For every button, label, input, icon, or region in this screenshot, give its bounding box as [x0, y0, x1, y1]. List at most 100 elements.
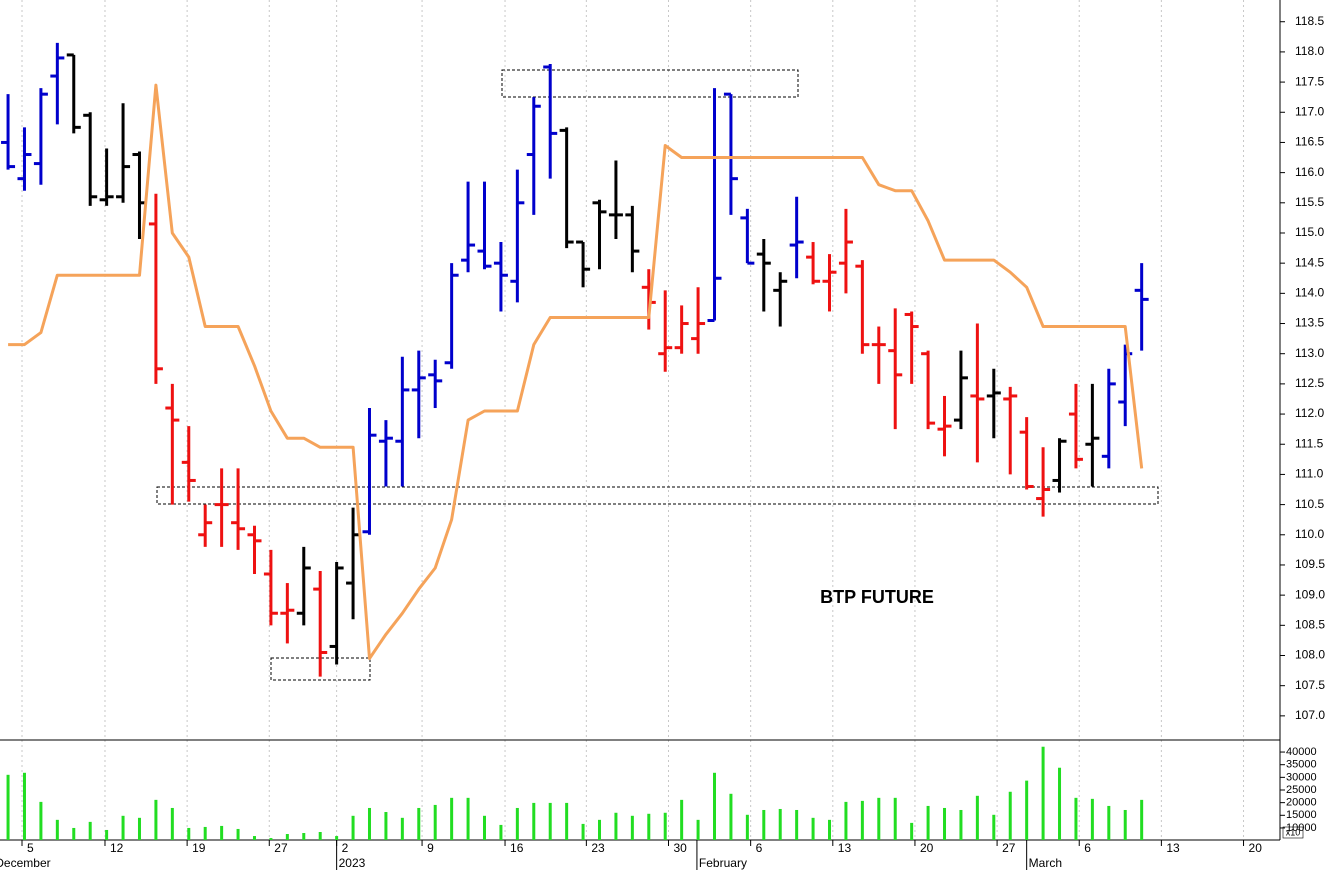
volume-tick-label: 30000 [1286, 771, 1317, 783]
x-tick-label: 2 [342, 841, 349, 855]
volume-bar [680, 799, 684, 840]
y-tick-label: 112.0 [1295, 406, 1324, 420]
y-tick-label: 115.5 [1295, 195, 1324, 209]
volume-bar [499, 824, 503, 840]
volume-tick-label: 20000 [1286, 797, 1317, 809]
volume-bar [762, 809, 766, 840]
y-tick-label: 116.5 [1295, 135, 1324, 149]
volume-bar [400, 817, 404, 840]
volume-bar [367, 807, 371, 840]
volume-bar [926, 805, 930, 840]
volume-bar [515, 807, 519, 840]
volume-bar [72, 827, 76, 840]
y-tick-label: 116.0 [1295, 165, 1324, 179]
volume-bar [729, 793, 733, 840]
volume-bar [1041, 746, 1045, 840]
y-tick-label: 109.0 [1295, 587, 1325, 601]
volume-bar [252, 836, 256, 840]
volume-bar [269, 838, 273, 840]
volume-bar [105, 829, 109, 840]
volume-bar [417, 807, 421, 840]
volume-tick-label: 10000 [1286, 822, 1317, 834]
y-tick-label: 118.5 [1295, 14, 1324, 28]
volume-bar [1008, 791, 1012, 840]
x-tick-label: 16 [510, 841, 524, 855]
volume-bar [959, 809, 963, 840]
volume-bar [55, 819, 59, 840]
volume-bar [630, 815, 634, 840]
x-tick-label: 5 [27, 841, 34, 855]
volume-bar [450, 797, 454, 840]
volume-bar [910, 822, 914, 840]
volume-bar [302, 833, 306, 840]
volume-bar [844, 801, 848, 840]
y-tick-label: 110.5 [1295, 497, 1324, 511]
volume-bar [1074, 797, 1078, 840]
volume-bar [713, 772, 717, 840]
volume-bar [285, 834, 289, 840]
y-tick-label: 114.5 [1295, 255, 1324, 269]
volume-bar [351, 815, 355, 840]
volume-bar [1123, 809, 1127, 840]
volume-bar [745, 814, 749, 840]
volume-bar [647, 813, 651, 840]
y-tick-label: 110.0 [1295, 527, 1324, 541]
volume-bar [466, 797, 470, 840]
volume-bar [170, 807, 174, 840]
volume-bar [1025, 780, 1029, 840]
volume-bar [1107, 805, 1111, 840]
volume-bar [663, 812, 667, 840]
low-box [270, 657, 371, 681]
volume-bar [121, 815, 125, 840]
volume-bar [795, 809, 799, 840]
volume-bar [893, 797, 897, 840]
month-label: 2023 [339, 856, 366, 870]
volume-tick-label: 35000 [1286, 759, 1317, 771]
volume-bar [384, 812, 388, 840]
y-tick-label: 109.5 [1295, 557, 1325, 571]
y-tick-label: 107.5 [1295, 678, 1325, 692]
volume-bar [39, 801, 43, 840]
volume-bar [565, 802, 569, 840]
volume-bar [943, 807, 947, 840]
volume-bar [532, 802, 536, 840]
volume-unit: x10 [1286, 827, 1301, 837]
x-tick-label: 6 [1084, 841, 1091, 855]
x-tick-label: 27 [1002, 841, 1016, 855]
x-tick-label: 9 [427, 841, 434, 855]
resistance-box [501, 69, 799, 98]
volume-bar [482, 815, 486, 840]
volume-bar [137, 817, 141, 840]
support-box [156, 486, 1159, 505]
overlay-line [8, 83, 1144, 660]
volume-bar [975, 795, 979, 840]
volume-bar [1090, 798, 1094, 840]
x-tick-label: 27 [274, 841, 288, 855]
y-tick-label: 113.0 [1295, 346, 1324, 360]
y-tick-label: 111.5 [1295, 436, 1324, 450]
x-tick-label: 30 [674, 841, 688, 855]
volume-bar [696, 819, 700, 840]
volume-bar [992, 814, 996, 840]
volume-bar [828, 819, 832, 840]
volume-bar [220, 825, 224, 840]
volume-tick-label: 15000 [1286, 809, 1317, 821]
x-tick-label: 20 [920, 841, 934, 855]
volume-bar [203, 826, 207, 840]
volume-bar [1140, 799, 1144, 840]
volume-bar [548, 802, 552, 840]
x-tick-label: 23 [591, 841, 605, 855]
volume-tick-label: 40000 [1286, 746, 1317, 758]
volume-bar [614, 812, 618, 840]
x-tick-label: 13 [838, 841, 852, 855]
y-tick-label: 117.5 [1295, 74, 1324, 88]
x-tick-label: 12 [110, 841, 124, 855]
chart-title: BTP FUTURE [820, 587, 934, 607]
volume-bar [154, 799, 158, 840]
y-tick-label: 113.5 [1295, 316, 1324, 330]
volume-bar [318, 831, 322, 840]
x-tick-label: 20 [1249, 841, 1263, 855]
y-tick-label: 107.0 [1295, 708, 1325, 722]
y-tick-label: 114.0 [1295, 286, 1324, 300]
y-tick-label: 112.5 [1295, 376, 1324, 390]
